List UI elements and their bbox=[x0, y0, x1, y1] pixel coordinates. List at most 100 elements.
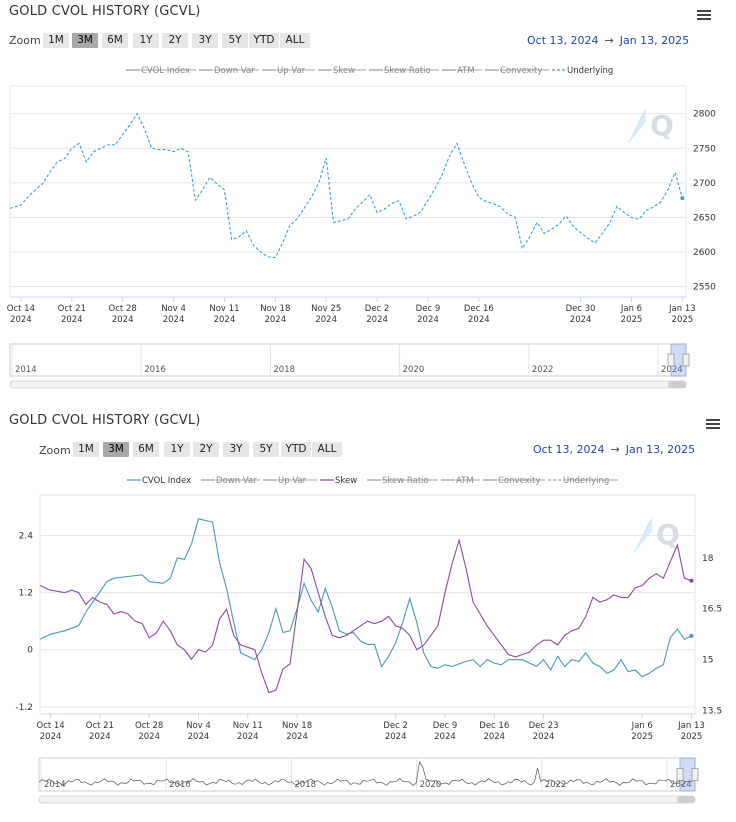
date-range: Oct 13, 2024 → Jan 13, 2025 bbox=[533, 443, 695, 456]
navigator-scrollbar[interactable] bbox=[9, 380, 687, 389]
y-right-tick-label: 18 bbox=[702, 554, 714, 564]
date-range: Oct 13, 2024 → Jan 13, 2025 bbox=[527, 34, 689, 47]
svg-text:Q: Q bbox=[656, 518, 680, 551]
zoom-5y-button[interactable]: 5Y bbox=[222, 33, 248, 48]
navigator-year-label: 2014 bbox=[44, 780, 66, 790]
legend-item-skew[interactable]: Skew bbox=[333, 66, 355, 76]
hamburger-menu-icon[interactable] bbox=[706, 419, 720, 431]
zoom-3y-button[interactable]: 3Y bbox=[223, 442, 249, 457]
x-tick-year-label: 2024 bbox=[61, 315, 83, 325]
zoom-1y-button[interactable]: 1Y bbox=[164, 442, 190, 457]
legend-item-cvol-index[interactable]: CVOL Index bbox=[142, 476, 191, 486]
range-arrow-icon: → bbox=[604, 34, 614, 47]
x-tick-year-label: 2024 bbox=[570, 315, 592, 325]
chart-title: GOLD CVOL HISTORY (GCVL) bbox=[9, 4, 201, 19]
legend-item-convexity[interactable]: Convexity bbox=[498, 476, 540, 486]
zoom-all-button[interactable]: ALL bbox=[280, 33, 310, 48]
range-to-input[interactable]: Jan 13, 2025 bbox=[619, 34, 690, 47]
legend-item-underlying[interactable]: Underlying bbox=[567, 66, 613, 76]
x-tick-year-label: 2025 bbox=[631, 732, 653, 742]
x-tick-label: Dec 9 bbox=[416, 304, 441, 314]
navigator-year-label: 2018 bbox=[294, 780, 316, 790]
legend-item-skew[interactable]: Skew bbox=[335, 476, 357, 486]
x-tick-label: Jan 13 bbox=[677, 721, 705, 731]
zoom-ytd-button[interactable]: YTD bbox=[249, 33, 279, 48]
series-end-marker bbox=[689, 633, 694, 638]
x-tick-label: Nov 4 bbox=[186, 721, 211, 731]
legend-item-cvol-index[interactable]: CVOL Index bbox=[141, 66, 190, 76]
x-tick-label: Nov 11 bbox=[209, 304, 239, 314]
x-tick-label: Oct 14 bbox=[36, 721, 64, 731]
x-tick-year-label: 2024 bbox=[533, 732, 555, 742]
legend-item-down-var[interactable]: Down Var bbox=[214, 66, 255, 76]
navigator-year-label: 2020 bbox=[420, 780, 442, 790]
x-tick-year-label: 2024 bbox=[286, 732, 308, 742]
hamburger-menu-icon[interactable] bbox=[697, 10, 711, 22]
x-tick-year-label: 2024 bbox=[468, 315, 490, 325]
x-tick-year-label: 2024 bbox=[138, 732, 160, 742]
quantum-q-logo-icon: Q bbox=[633, 517, 680, 553]
navigator-year-label: 2020 bbox=[403, 365, 425, 375]
x-tick-year-label: 2024 bbox=[385, 732, 407, 742]
range-from-input[interactable]: Oct 13, 2024 bbox=[527, 34, 599, 47]
zoom-ytd-button[interactable]: YTD bbox=[281, 442, 311, 457]
y-right-tick-label: 2750 bbox=[693, 144, 716, 154]
legend-item-up-var[interactable]: Up Var bbox=[278, 476, 307, 486]
legend-item-underlying[interactable]: Underlying bbox=[563, 476, 609, 486]
y-left-tick-label: 2.4 bbox=[19, 531, 34, 541]
navigator-scrollbar-thumb[interactable] bbox=[668, 381, 686, 388]
zoom-2y-button[interactable]: 2Y bbox=[162, 33, 188, 48]
y-right-tick-label: 2700 bbox=[693, 179, 716, 189]
navigator-handle[interactable] bbox=[682, 353, 690, 367]
zoom-all-button[interactable]: ALL bbox=[312, 442, 342, 457]
x-tick-label: Nov 4 bbox=[161, 304, 186, 314]
legend-item-convexity[interactable]: Convexity bbox=[500, 66, 542, 76]
x-tick-year-label: 2024 bbox=[417, 315, 439, 325]
navigator-frame bbox=[9, 343, 687, 377]
x-tick-label: Dec 2 bbox=[383, 721, 408, 731]
navigator-scrollbar-thumb[interactable] bbox=[677, 796, 695, 803]
series-line-skew bbox=[39, 538, 692, 694]
navigator-handle[interactable] bbox=[676, 768, 684, 781]
zoom-6m-button[interactable]: 6M bbox=[133, 442, 159, 457]
legend-item-down-var[interactable]: Down Var bbox=[216, 476, 257, 486]
zoom-2y-button[interactable]: 2Y bbox=[193, 442, 219, 457]
x-tick-year-label: 2024 bbox=[40, 732, 62, 742]
series-end-marker bbox=[689, 578, 694, 583]
y-left-tick-label: 1.2 bbox=[19, 589, 33, 599]
range-from-input[interactable]: Oct 13, 2024 bbox=[533, 443, 605, 456]
x-tick-label: Jan 6 bbox=[631, 721, 653, 731]
legend-item-up-var[interactable]: Up Var bbox=[277, 66, 306, 76]
zoom-3m-button[interactable]: 3M bbox=[103, 442, 129, 457]
range-to-input[interactable]: Jan 13, 2025 bbox=[625, 443, 696, 456]
zoom-3m-button[interactable]: 3M bbox=[72, 33, 98, 48]
navigator-year-label: 2016 bbox=[144, 365, 166, 375]
legend-item-atm[interactable]: ATM bbox=[457, 66, 475, 76]
zoom-5y-button[interactable]: 5Y bbox=[253, 442, 279, 457]
y-right-tick-label: 16.5 bbox=[702, 605, 722, 615]
zoom-label: Zoom bbox=[9, 34, 41, 47]
navigator-year-label: 2022 bbox=[545, 780, 567, 790]
zoom-1m-button[interactable]: 1M bbox=[73, 442, 99, 457]
legend-item-skew-ratio[interactable]: Skew Ratio bbox=[384, 66, 431, 76]
zoom-3y-button[interactable]: 3Y bbox=[192, 33, 218, 48]
navigator-handle[interactable] bbox=[691, 768, 699, 781]
x-tick-year-label: 2024 bbox=[89, 732, 111, 742]
legend-item-atm[interactable]: ATM bbox=[456, 476, 474, 486]
legend-item-skew-ratio[interactable]: Skew Ratio bbox=[382, 476, 429, 486]
navigator-scrollbar[interactable] bbox=[38, 795, 696, 804]
range-arrow-icon: → bbox=[610, 443, 620, 456]
x-tick-label: Nov 18 bbox=[282, 721, 312, 731]
navigator-year-label: 2022 bbox=[532, 365, 554, 375]
zoom-1y-button[interactable]: 1Y bbox=[133, 33, 159, 48]
zoom-1m-button[interactable]: 1M bbox=[43, 33, 69, 48]
zoom-6m-button[interactable]: 6M bbox=[102, 33, 128, 48]
x-tick-label: Oct 21 bbox=[58, 304, 86, 314]
zoom-label: Zoom bbox=[39, 444, 71, 457]
x-tick-year-label: 2024 bbox=[188, 732, 210, 742]
x-tick-year-label: 2025 bbox=[672, 315, 694, 325]
navigator-handle[interactable] bbox=[667, 353, 675, 367]
chart-title: GOLD CVOL HISTORY (GCVL) bbox=[9, 413, 201, 428]
x-tick-year-label: 2025 bbox=[621, 315, 643, 325]
